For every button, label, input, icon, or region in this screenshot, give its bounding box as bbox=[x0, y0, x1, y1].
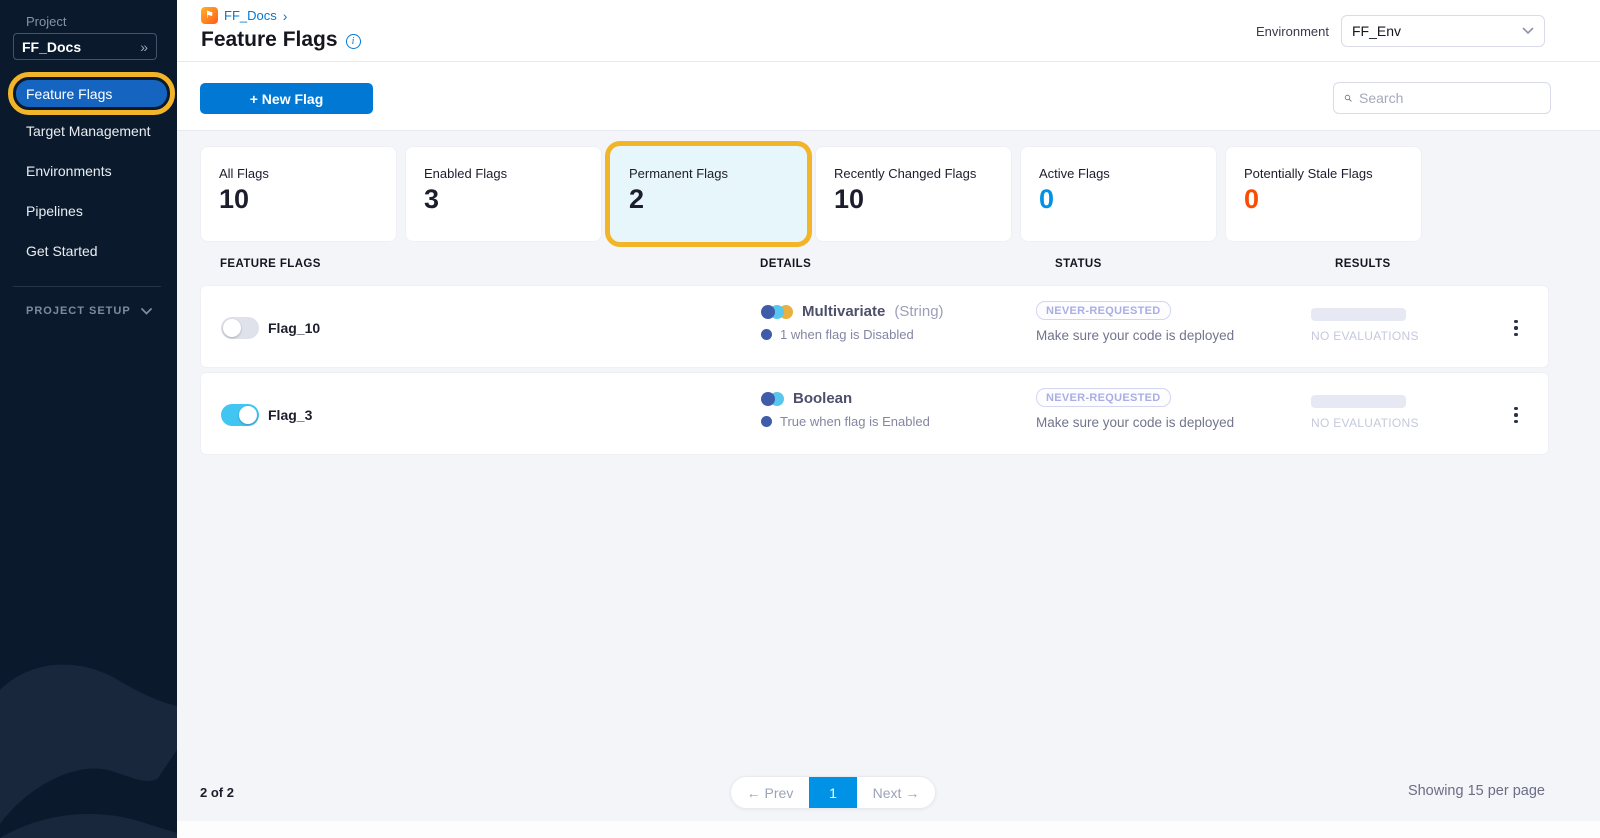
flag-type: Boolean bbox=[793, 390, 853, 407]
stat-card-potentially-stale-flags[interactable]: Potentially Stale Flags 0 bbox=[1225, 146, 1422, 242]
sidebar-item-label: Feature Flags bbox=[26, 85, 113, 102]
pagination-next-button[interactable]: Next → bbox=[872, 784, 920, 801]
status-badge: NEVER-REQUESTED bbox=[1036, 388, 1171, 407]
flag-name[interactable]: Flag_10 bbox=[268, 320, 321, 336]
toggle-knob bbox=[223, 319, 241, 337]
search-icon bbox=[1344, 94, 1352, 102]
annotation-ring-feature-flags: Feature Flags bbox=[8, 72, 175, 115]
stat-label: Active Flags bbox=[1039, 166, 1110, 181]
stat-label: All Flags bbox=[219, 166, 269, 181]
stat-card-enabled-flags[interactable]: Enabled Flags 3 bbox=[405, 146, 602, 242]
results-text: NO EVALUATIONS bbox=[1311, 416, 1419, 430]
sidebar-divider bbox=[13, 286, 161, 287]
chevron-down-icon bbox=[140, 308, 152, 315]
breadcrumb-project-link[interactable]: FF_Docs bbox=[224, 8, 277, 23]
stat-cards-row: All Flags 10 Enabled Flags 3 Permanent F… bbox=[200, 146, 1422, 242]
variant-dot-icon bbox=[761, 329, 772, 340]
stat-value: 3 bbox=[424, 184, 440, 214]
pagination: ← Prev 1 Next → bbox=[730, 776, 936, 809]
environment-value: FF_Env bbox=[1352, 23, 1402, 39]
environment-select[interactable]: FF_Env bbox=[1341, 15, 1545, 47]
flag-details: Multivariate (String) 1 when flag is Dis… bbox=[761, 303, 944, 342]
results-placeholder-bar bbox=[1311, 395, 1406, 408]
stat-card-recently-changed-flags[interactable]: Recently Changed Flags 10 bbox=[815, 146, 1012, 242]
content-bottom-strip bbox=[177, 821, 1600, 838]
sidebar-item-environments[interactable]: Environments bbox=[26, 163, 112, 179]
pagination-page-1[interactable]: 1 bbox=[809, 777, 857, 808]
chevron-down-icon bbox=[1522, 27, 1534, 35]
flag-status: NEVER-REQUESTED Make sure your code is d… bbox=[1036, 388, 1234, 430]
pagination-prev-button[interactable]: ← Prev bbox=[746, 784, 794, 801]
stat-card-permanent-flags[interactable]: Permanent Flags 2 bbox=[610, 146, 807, 242]
project-setup-section[interactable]: PROJECT SETUP bbox=[26, 305, 152, 317]
flag-type-suffix: (String) bbox=[894, 303, 944, 320]
new-flag-button[interactable]: + New Flag bbox=[200, 83, 373, 114]
sidebar-item-target-management[interactable]: Target Management bbox=[26, 123, 151, 139]
kebab-menu-icon[interactable] bbox=[1503, 314, 1529, 342]
breadcrumb: ⚑ FF_Docs › bbox=[201, 7, 287, 24]
stat-value: 10 bbox=[834, 184, 865, 214]
stat-value: 10 bbox=[219, 184, 250, 214]
stat-label: Permanent Flags bbox=[629, 166, 728, 181]
project-selector[interactable]: FF_Docs » bbox=[13, 33, 157, 60]
stat-value: 2 bbox=[629, 184, 645, 214]
default-rule-text: 1 when flag is Disabled bbox=[780, 327, 914, 342]
flag-name[interactable]: Flag_3 bbox=[268, 407, 313, 423]
variant-dot-icon bbox=[761, 416, 772, 427]
table-row[interactable]: Flag_10 Multivariate (String) 1 when fla… bbox=[200, 285, 1549, 368]
project-setup-label: PROJECT SETUP bbox=[26, 305, 131, 317]
table-row[interactable]: Flag_3 Boolean True when flag is Enabled… bbox=[200, 372, 1549, 455]
stat-value: 0 bbox=[1244, 184, 1260, 214]
flag-toggle[interactable] bbox=[221, 404, 259, 426]
project-label: Project bbox=[26, 14, 67, 29]
sidebar-decoration bbox=[0, 664, 177, 838]
toolbar: + New Flag bbox=[177, 63, 1600, 131]
main-content: All Flags 10 Enabled Flags 3 Permanent F… bbox=[177, 131, 1600, 838]
environment-label: Environment bbox=[1256, 23, 1329, 39]
flag-status: NEVER-REQUESTED Make sure your code is d… bbox=[1036, 301, 1234, 343]
results-text: NO EVALUATIONS bbox=[1311, 329, 1419, 343]
info-icon[interactable]: i bbox=[345, 34, 361, 49]
sidebar: Project FF_Docs » Feature Flags Target M… bbox=[0, 0, 177, 838]
row-count: 2 of 2 bbox=[200, 785, 234, 800]
stat-card-active-flags[interactable]: Active Flags 0 bbox=[1020, 146, 1217, 242]
stat-label: Enabled Flags bbox=[424, 166, 508, 181]
feature-flag-module-icon: ⚑ bbox=[201, 7, 218, 24]
multivariate-variants-icon bbox=[761, 304, 793, 319]
default-rule-text: True when flag is Enabled bbox=[780, 414, 930, 429]
sidebar-item-pipelines[interactable]: Pipelines bbox=[26, 203, 83, 219]
flag-type: Multivariate bbox=[802, 303, 886, 320]
search-input[interactable] bbox=[1359, 90, 1540, 106]
status-badge: NEVER-REQUESTED bbox=[1036, 301, 1171, 320]
stat-label: Potentially Stale Flags bbox=[1244, 166, 1373, 181]
project-name: FF_Docs bbox=[22, 38, 82, 55]
boolean-variants-icon bbox=[761, 391, 784, 406]
sidebar-item-get-started[interactable]: Get Started bbox=[26, 243, 98, 259]
column-header-results: RESULTS bbox=[1335, 258, 1391, 270]
stat-value: 0 bbox=[1039, 184, 1055, 214]
flag-details: Boolean True when flag is Enabled bbox=[761, 390, 930, 429]
page-header: ⚑ FF_Docs › Feature Flags i Environment … bbox=[177, 0, 1600, 62]
flag-toggle[interactable] bbox=[221, 317, 259, 339]
flag-results: NO EVALUATIONS bbox=[1311, 308, 1419, 343]
stat-label: Recently Changed Flags bbox=[834, 166, 977, 181]
results-placeholder-bar bbox=[1311, 308, 1406, 321]
breadcrumb-separator: › bbox=[282, 7, 288, 24]
column-header-feature-flags: FEATURE FLAGS bbox=[220, 258, 321, 270]
status-text: Make sure your code is deployed bbox=[1036, 328, 1235, 343]
kebab-menu-icon[interactable] bbox=[1503, 401, 1529, 429]
status-text: Make sure your code is deployed bbox=[1036, 415, 1235, 430]
double-chevron-right-icon[interactable]: » bbox=[140, 38, 148, 55]
flag-results: NO EVALUATIONS bbox=[1311, 395, 1419, 430]
page-title: Feature Flags bbox=[201, 28, 338, 51]
column-header-status: STATUS bbox=[1055, 258, 1102, 270]
column-header-details: DETAILS bbox=[760, 258, 812, 270]
stat-card-all-flags[interactable]: All Flags 10 bbox=[200, 146, 397, 242]
sidebar-item-feature-flags[interactable]: Feature Flags bbox=[16, 80, 167, 107]
search-box[interactable] bbox=[1333, 82, 1551, 114]
page-size-indicator: Showing 15 per page bbox=[1407, 783, 1545, 799]
toggle-knob bbox=[239, 406, 257, 424]
